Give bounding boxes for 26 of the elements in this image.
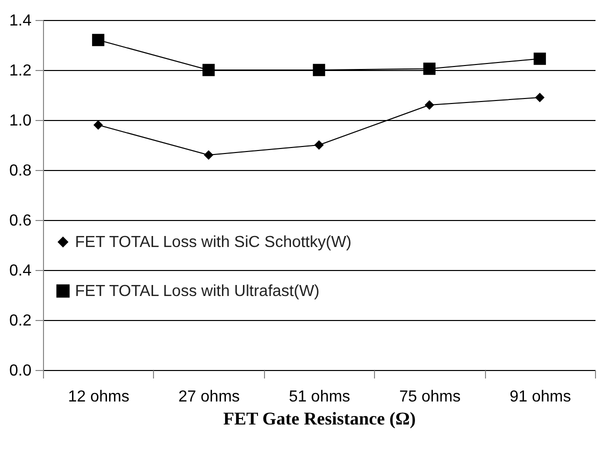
y-tick-label: 1.4 xyxy=(9,12,32,30)
legend-label: FET TOTAL Loss with Ultrafast(W) xyxy=(75,283,320,300)
point xyxy=(534,52,546,65)
x-tick-label: 51 ohms xyxy=(288,388,350,406)
point xyxy=(92,34,104,46)
x-axis-title: FET Gate Resistance (Ω) xyxy=(223,408,416,428)
point xyxy=(535,92,545,102)
y-tick-label: 1.0 xyxy=(9,112,32,130)
y-tick-label: 1.2 xyxy=(9,62,32,80)
point xyxy=(423,62,436,75)
y-tick-label: 0.0 xyxy=(9,362,32,380)
point xyxy=(424,100,434,110)
x-tick-label: 91 ohms xyxy=(510,388,571,406)
y-tick-label: 0.2 xyxy=(9,312,32,330)
point xyxy=(312,64,326,76)
point xyxy=(93,120,103,130)
x-tick-label: 75 ohms xyxy=(399,388,461,406)
y-tick-label: 0.8 xyxy=(9,162,32,180)
x-tick-label: 27 ohms xyxy=(178,388,240,406)
point xyxy=(202,64,215,76)
y-tick-label: 0.6 xyxy=(9,212,32,230)
point xyxy=(204,150,214,160)
legend-label: FET TOTAL Loss with SiC Schottky(W) xyxy=(75,234,352,251)
x-tick-label: 12 ohms xyxy=(68,388,130,406)
point xyxy=(314,140,324,150)
y-tick-label: 0.4 xyxy=(9,262,32,280)
